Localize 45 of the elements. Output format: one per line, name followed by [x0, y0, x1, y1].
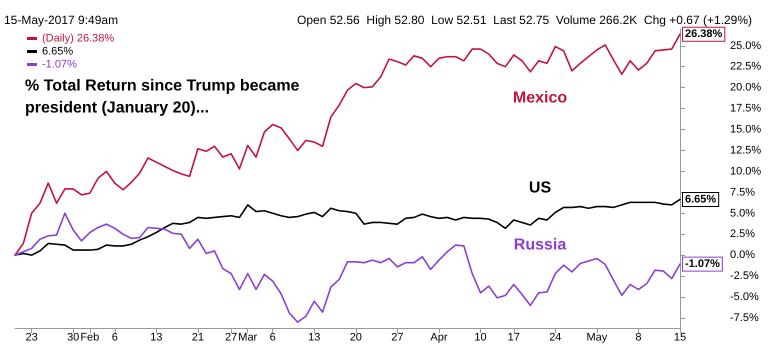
x-tick-label: 15	[674, 332, 686, 344]
x-tick-label: 6	[112, 332, 118, 344]
y-tick-label: 7.5%	[730, 186, 756, 198]
text: Open 52.56 High 52.80 Low 52.51 Last 52.75 Volume 266.2K Chg +0.67 (+1.29%)	[297, 13, 752, 27]
text: 15-May-2017 9:49am	[4, 13, 118, 27]
x-tick-label: May	[586, 332, 608, 344]
text: % Total Return since Trump became president (January 20)...	[25, 78, 304, 116]
x-tick-label: 23	[26, 332, 38, 344]
y-tick-label: 17.5%	[730, 102, 762, 115]
y-tick-label: -2.5%	[730, 270, 759, 282]
x-tick-label: 21	[192, 332, 204, 344]
y-tick-label: 12.5%	[730, 144, 762, 156]
y-tick-label: 20.0%	[730, 82, 762, 94]
x-tick-label: 8	[635, 332, 642, 344]
x-tick-label: 13	[308, 332, 320, 344]
y-tick-label: 15.0%	[730, 124, 762, 136]
y-tick-label: -5.0%	[730, 291, 759, 304]
annotation: US	[528, 180, 552, 196]
y-tick-label: 0.0%	[730, 249, 756, 262]
annotation: Russia	[514, 236, 566, 254]
x-tick-label: Mar	[238, 332, 258, 344]
data-label: 6.65%	[685, 193, 716, 206]
x-tick-label: 13	[150, 332, 162, 344]
x-tick-label: Feb	[80, 332, 100, 344]
x-tick-label: 24	[549, 332, 562, 344]
x-tick-label: 27	[225, 332, 238, 344]
x-tick-label: 10	[474, 332, 487, 344]
data-label: -1.07%	[685, 258, 720, 270]
y-tick-label: 22.5%	[730, 60, 762, 73]
x-tick-label: 20	[350, 332, 362, 344]
y-tick-label: 5.0%	[730, 207, 756, 220]
legend-label: (Daily) 26.38%	[42, 32, 114, 44]
x-tick-label: 27	[391, 332, 404, 344]
y-tick-label: -7.5%	[730, 312, 759, 324]
annotation: Mexico	[512, 90, 568, 106]
legend-label: -1.07%	[42, 58, 78, 70]
x-tick-label: 17	[508, 332, 520, 344]
x-tick-label: 30	[67, 332, 80, 344]
y-tick-label: 25.0%	[730, 40, 762, 52]
data-label: 26.38%	[685, 28, 723, 40]
x-tick-label: Apr	[430, 332, 448, 344]
y-tick-label: 2.5%	[730, 228, 756, 240]
x-tick-label: 6	[270, 332, 276, 344]
y-tick-label: 10.0%	[730, 165, 762, 178]
legend-label: 6.65%	[42, 46, 74, 58]
